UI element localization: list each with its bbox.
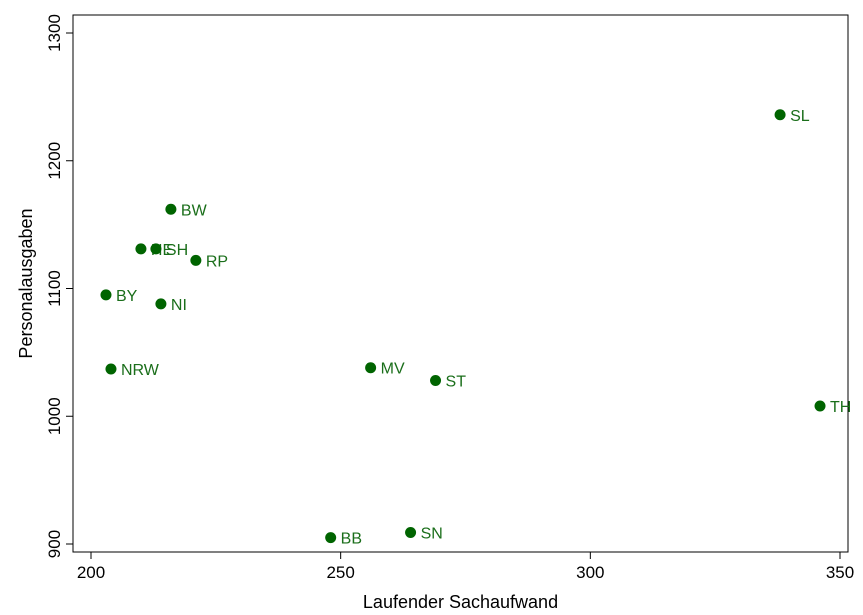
point-label-sn: SN xyxy=(421,526,443,543)
data-point-nrw xyxy=(105,363,117,375)
point-label-mv: MV xyxy=(381,361,405,378)
data-point-sh xyxy=(150,243,162,255)
plot-frame xyxy=(72,14,849,553)
y-tick-label: 1300 xyxy=(45,14,64,52)
point-label-rp: RP xyxy=(206,253,228,270)
point-label-sl: SL xyxy=(790,108,810,125)
y-axis: 900 1000 1100 1200 1300 xyxy=(45,14,73,558)
x-tick-label: 350 xyxy=(826,563,854,582)
x-tick-label: 250 xyxy=(326,563,354,582)
data-point-rp xyxy=(190,254,202,266)
point-label-nrw: NRW xyxy=(121,362,160,379)
x-tick-label: 300 xyxy=(576,563,604,582)
data-point-th xyxy=(814,400,826,412)
x-axis: 200 250 300 350 xyxy=(77,552,854,582)
point-label-ni: NI xyxy=(171,297,187,314)
point-label-bw: BW xyxy=(181,202,208,219)
x-axis-title: Laufender Sachaufwand xyxy=(363,592,558,612)
point-label-sh: SH xyxy=(166,242,188,259)
data-point-sl xyxy=(774,109,786,121)
y-tick-label: 1100 xyxy=(45,270,64,307)
data-point-bw xyxy=(165,203,177,215)
point-label-bb: BB xyxy=(341,531,362,548)
point-label-by: BY xyxy=(116,288,138,305)
data-point-st xyxy=(430,374,442,386)
data-point-sn xyxy=(405,527,417,539)
point-label-th: TH xyxy=(830,399,851,416)
data-point-mv xyxy=(365,362,377,374)
y-tick-label: 900 xyxy=(45,530,64,558)
point-label-st: ST xyxy=(446,373,467,390)
y-tick-label: 1200 xyxy=(45,142,64,180)
x-tick-label: 200 xyxy=(77,563,105,582)
data-point-he xyxy=(135,243,147,255)
y-axis-title: Personalausgaben xyxy=(16,208,36,358)
data-point-by xyxy=(100,289,112,301)
y-tick-label: 1000 xyxy=(45,397,64,435)
data-point-bb xyxy=(325,532,337,544)
data-point-ni xyxy=(155,298,167,310)
